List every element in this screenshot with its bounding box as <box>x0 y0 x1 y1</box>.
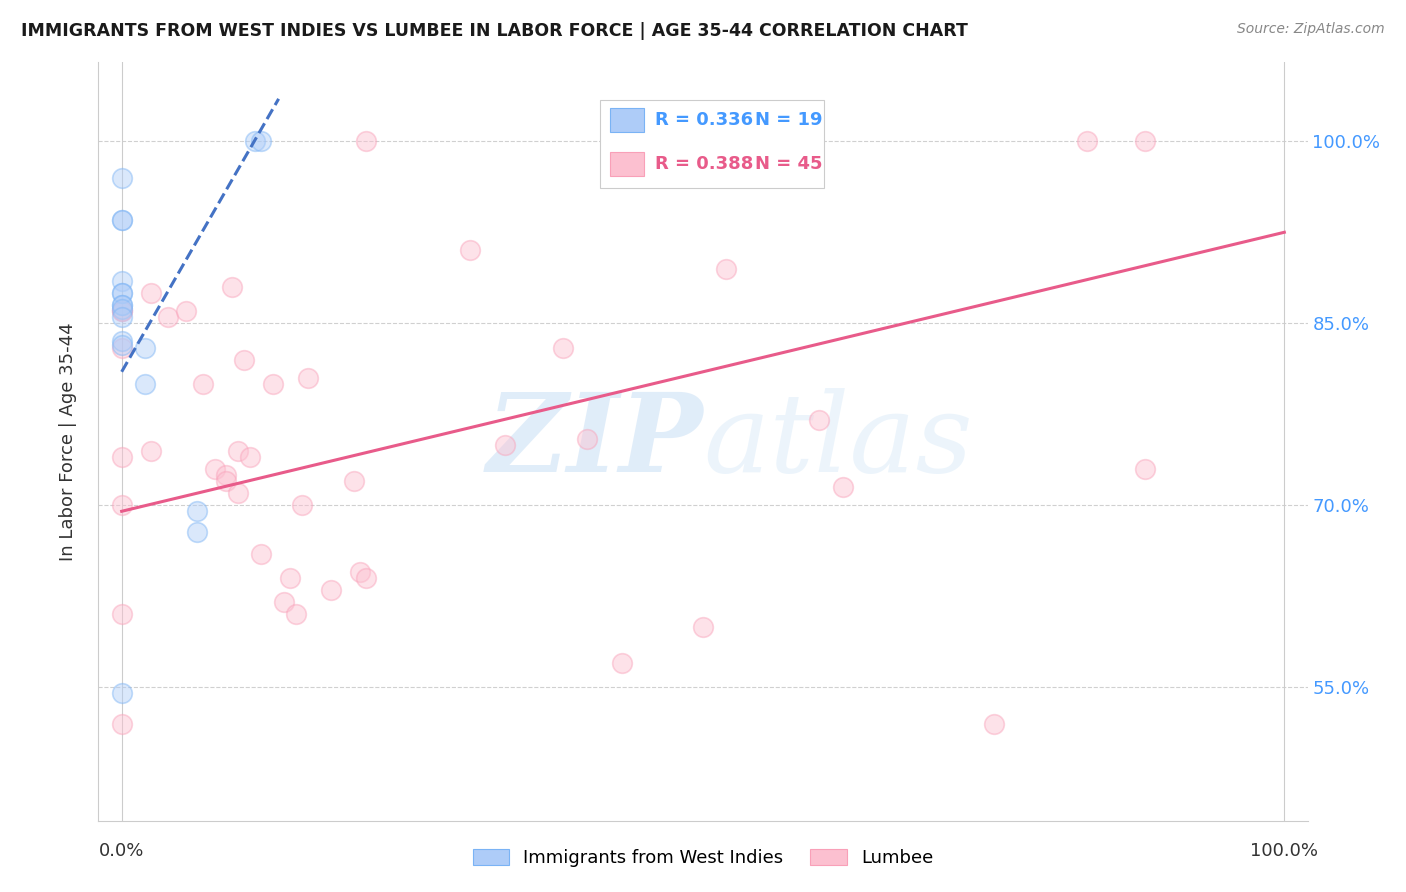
Point <box>273 595 295 609</box>
Point <box>1076 134 1098 148</box>
Point <box>226 443 249 458</box>
Point <box>1133 134 1156 148</box>
Point <box>297 371 319 385</box>
Point <box>139 443 162 458</box>
Point <box>111 607 134 622</box>
Text: Source: ZipAtlas.com: Source: ZipAtlas.com <box>1237 22 1385 37</box>
Point <box>174 304 197 318</box>
Point <box>262 376 284 391</box>
Text: R = 0.336: R = 0.336 <box>655 112 752 129</box>
Point <box>111 274 134 288</box>
Point <box>354 571 377 585</box>
Point <box>250 134 273 148</box>
FancyBboxPatch shape <box>610 108 644 132</box>
Point <box>111 213 134 227</box>
Point <box>111 334 134 349</box>
Text: R = 0.388: R = 0.388 <box>655 155 754 173</box>
Point <box>186 524 208 539</box>
Y-axis label: In Labor Force | Age 35-44: In Labor Force | Age 35-44 <box>59 322 77 561</box>
Point <box>191 376 214 391</box>
Point <box>232 352 254 367</box>
Point <box>111 304 134 318</box>
Point <box>221 280 243 294</box>
Point <box>460 244 482 258</box>
Text: 0.0%: 0.0% <box>98 842 145 861</box>
Point <box>111 298 134 312</box>
Point <box>111 170 134 185</box>
Text: 100.0%: 100.0% <box>1250 842 1319 861</box>
Point <box>239 450 262 464</box>
Point <box>349 565 371 579</box>
Text: N = 45: N = 45 <box>755 155 823 173</box>
Point <box>575 432 598 446</box>
Point <box>204 462 226 476</box>
Point <box>226 486 249 500</box>
Point <box>291 498 314 512</box>
Point <box>285 607 308 622</box>
Point <box>111 341 134 355</box>
Point <box>139 285 162 300</box>
Point <box>692 619 714 633</box>
Point <box>186 504 208 518</box>
Point <box>111 338 134 352</box>
Point <box>983 716 1005 731</box>
Point <box>1133 462 1156 476</box>
Point <box>215 467 238 482</box>
FancyBboxPatch shape <box>600 101 824 187</box>
Point <box>111 298 134 312</box>
Text: IMMIGRANTS FROM WEST INDIES VS LUMBEE IN LABOR FORCE | AGE 35-44 CORRELATION CHA: IMMIGRANTS FROM WEST INDIES VS LUMBEE IN… <box>21 22 967 40</box>
Point <box>134 341 156 355</box>
Point <box>343 474 366 488</box>
Point <box>553 341 575 355</box>
Point <box>157 310 180 325</box>
Point <box>111 304 134 318</box>
Point <box>494 437 516 451</box>
Text: N = 19: N = 19 <box>755 112 823 129</box>
Point <box>111 285 134 300</box>
Point <box>111 301 134 316</box>
FancyBboxPatch shape <box>610 152 644 177</box>
Point <box>111 450 134 464</box>
Point <box>245 134 267 148</box>
Text: ZIP: ZIP <box>486 388 703 495</box>
Point <box>831 480 853 494</box>
Point <box>111 498 134 512</box>
Legend: Immigrants from West Indies, Lumbee: Immigrants from West Indies, Lumbee <box>465 841 941 874</box>
Point <box>808 413 831 427</box>
Point <box>215 474 238 488</box>
Point <box>134 376 156 391</box>
Point <box>716 261 738 276</box>
Point <box>111 310 134 325</box>
Point <box>111 285 134 300</box>
Point <box>111 686 134 700</box>
Point <box>278 571 301 585</box>
Point <box>354 134 377 148</box>
Point <box>111 213 134 227</box>
Point <box>319 583 342 598</box>
Point <box>111 716 134 731</box>
Text: atlas: atlas <box>703 388 973 495</box>
Point <box>250 547 273 561</box>
Point <box>610 656 633 670</box>
